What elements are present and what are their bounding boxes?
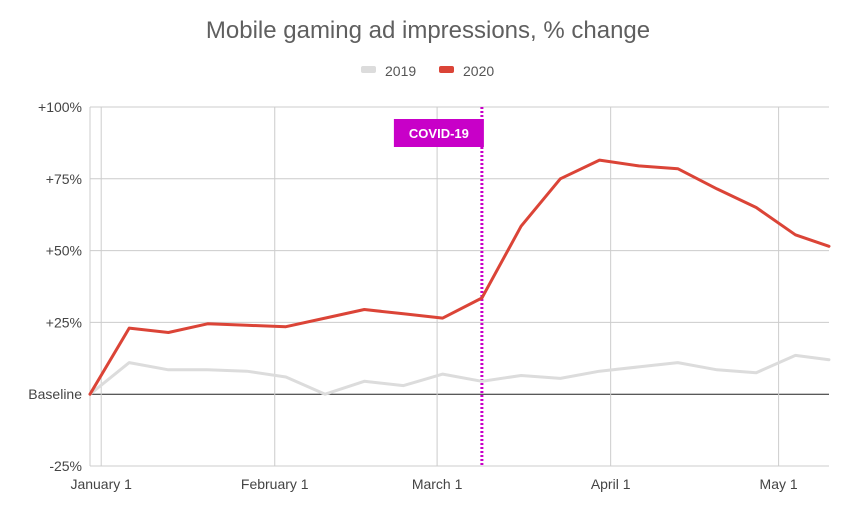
series-line-2019 xyxy=(88,353,831,396)
axis-labels: +100% +75% +50% +25% Baseline -25% January 1 Fe… xyxy=(28,99,798,492)
x-tick-label: February 1 xyxy=(241,476,309,492)
legend-label-2020: 2020 xyxy=(463,63,494,79)
series-line-2020 xyxy=(88,158,831,396)
y-tick-label: +25% xyxy=(46,314,82,330)
legend-swatch-2020 xyxy=(439,66,454,73)
y-tick-label: +50% xyxy=(46,243,82,259)
x-tick-label: March 1 xyxy=(412,476,463,492)
annotations: COVID-19 xyxy=(393,107,484,466)
covid-label: COVID-19 xyxy=(409,126,469,141)
grid xyxy=(89,106,829,467)
x-tick-label: January 1 xyxy=(70,476,132,492)
y-tick-label: +100% xyxy=(38,99,82,115)
chart-title: Mobile gaming ad impressions, % change xyxy=(206,17,650,44)
y-tick-label: +75% xyxy=(46,171,82,187)
legend: 2019 2020 xyxy=(361,63,494,79)
y-tick-label: Baseline xyxy=(28,386,82,402)
y-tick-label: -25% xyxy=(49,458,82,474)
series-lines xyxy=(88,158,831,396)
legend-label-2019: 2019 xyxy=(385,63,416,79)
x-tick-label: May 1 xyxy=(760,476,798,492)
covid-label-box xyxy=(393,119,484,147)
x-tick-label: April 1 xyxy=(591,476,631,492)
legend-swatch-2019 xyxy=(361,66,376,73)
